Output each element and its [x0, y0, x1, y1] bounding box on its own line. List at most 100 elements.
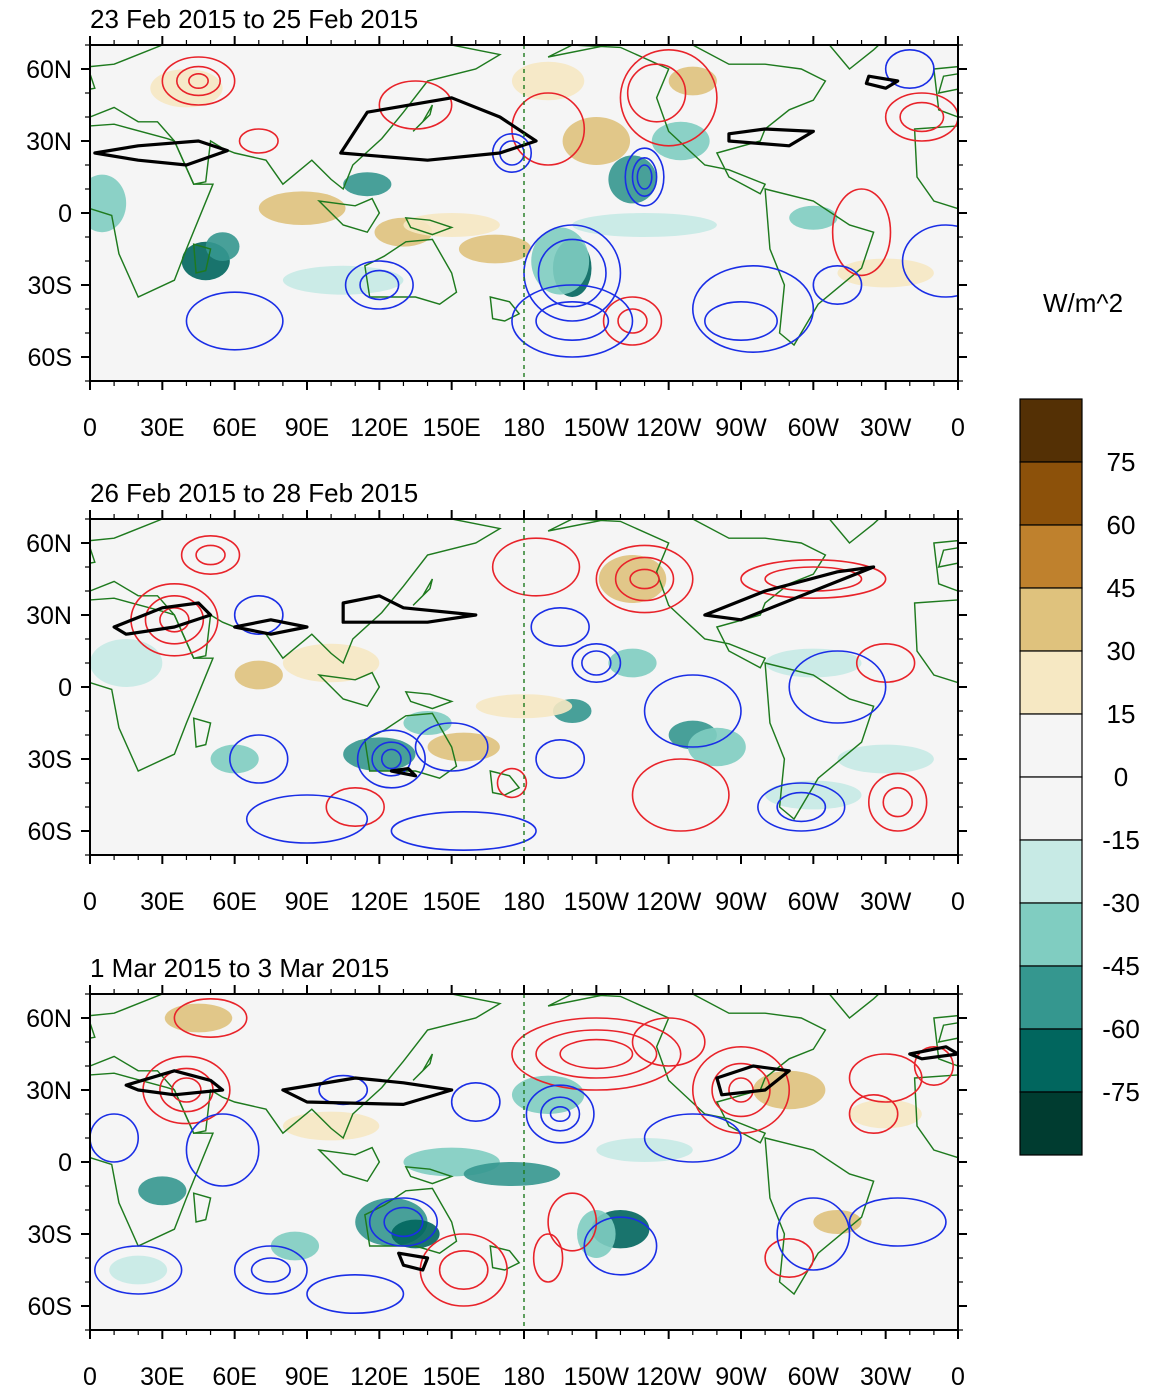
colorbar-swatch [1020, 399, 1082, 462]
x-tick-label: 0 [951, 888, 965, 916]
colorbar-labels: 75 60 45 30 15 0 -15 -30 -45 -60 -75 [1102, 447, 1140, 1107]
colorbar-swatch [1020, 840, 1082, 903]
x-tick-label: 90E [285, 414, 329, 442]
x-tick-label: 150E [422, 888, 480, 916]
anomaly-shade [765, 649, 861, 678]
anomaly-shade [283, 266, 404, 295]
colorbar-swatch [1020, 1092, 1082, 1155]
colorbar-swatch [1020, 777, 1082, 840]
y-tick-label: 0 [58, 674, 72, 702]
colorbar-label: 75 [1107, 447, 1136, 477]
colorbar-swatch [1020, 462, 1082, 525]
figure: W/m^2 75 60 45 30 15 0 -15 -30 -45 -60 -75 23 Feb … [0, 0, 1153, 1393]
x-tick-label: 30E [140, 888, 184, 916]
x-tick-label: 150W [564, 414, 630, 442]
x-tick-label: 90W [715, 414, 767, 442]
x-tick-label: 90E [285, 888, 329, 916]
colorbar-swatch [1020, 525, 1082, 588]
colorbar-label: 0 [1114, 762, 1128, 792]
y-tick-label: 30N [26, 128, 72, 156]
y-tick-label: 60S [28, 1293, 72, 1321]
x-tick-label: 90W [715, 1363, 767, 1391]
map-panel: 23 Feb 2015 to 25 Feb 20150 30E 60E 90E 120E… [26, 4, 1153, 442]
x-tick-label: 30E [140, 414, 184, 442]
x-tick-label: 0 [83, 414, 97, 442]
anomaly-shade [283, 1112, 379, 1141]
x-tick-label: 150E [422, 414, 480, 442]
anomaly-shade [259, 191, 346, 225]
x-tick-label: 90E [285, 1363, 329, 1391]
x-tick-label: 60E [212, 1363, 256, 1391]
x-tick-label: 0 [951, 1363, 965, 1391]
colorbar-swatch [1020, 651, 1082, 714]
colorbar-label: -75 [1102, 1077, 1140, 1107]
x-tick-label: 120E [350, 1363, 408, 1391]
x-tick-label: 120W [636, 1363, 702, 1391]
y-tick-label: 0 [58, 200, 72, 228]
colorbar-label: -45 [1102, 951, 1140, 981]
anomaly-shade [150, 69, 222, 107]
x-tick-label: 150E [422, 1363, 480, 1391]
y-tick-label: 30S [28, 746, 72, 774]
colorbar-label: -60 [1102, 1014, 1140, 1044]
anomaly-shade [464, 1162, 560, 1186]
x-tick-label: 30W [860, 1363, 912, 1391]
map-panel: 1 Mar 2015 to 3 Mar 2015 0 30E 60E 90E 120E 15… [26, 953, 1153, 1391]
colorbar-swatch [1020, 588, 1082, 651]
x-tick-label: 60E [212, 888, 256, 916]
anomaly-shade [572, 213, 717, 237]
x-tick-label: 0 [83, 1363, 97, 1391]
anomaly-shade [109, 1256, 167, 1285]
anomaly-shade [90, 639, 162, 687]
x-tick-label: 30W [860, 414, 912, 442]
anomaly-shade [138, 1176, 186, 1205]
x-tick-label: 180 [503, 1363, 545, 1391]
colorbar-swatch [1020, 714, 1082, 777]
anomaly-shade [563, 117, 631, 165]
anomaly-shade [850, 1100, 922, 1129]
y-tick-label: 60N [26, 56, 72, 84]
colorbar-label: 15 [1107, 699, 1136, 729]
colorbar-label: -15 [1102, 825, 1140, 855]
colorbar-label: 45 [1107, 573, 1136, 603]
colorbar-units: W/m^2 [1043, 288, 1123, 318]
anomaly-shade [512, 1076, 584, 1114]
y-tick-label: 60N [26, 530, 72, 558]
anomaly-shade [459, 235, 531, 264]
y-tick-label: 30S [28, 1221, 72, 1249]
colorbar: W/m^2 75 60 45 30 15 0 -15 -30 -45 -60 -75 [1020, 288, 1140, 1155]
anomaly-shade [428, 733, 500, 762]
x-tick-label: 0 [83, 888, 97, 916]
x-tick-label: 180 [503, 888, 545, 916]
panel-title: 26 Feb 2015 to 28 Feb 2015 [90, 478, 418, 508]
y-tick-label: 30N [26, 602, 72, 630]
x-tick-label: 0 [951, 414, 965, 442]
anomaly-shade [837, 745, 933, 774]
anomaly-shade [211, 745, 259, 774]
anomaly-shade [652, 122, 710, 160]
y-tick-label: 60S [28, 818, 72, 846]
anomaly-shade [789, 206, 837, 230]
panel-title: 1 Mar 2015 to 3 Mar 2015 [90, 953, 389, 983]
anomaly-shade [608, 649, 656, 678]
anomaly-shade [235, 661, 283, 690]
anomaly-shade [813, 1210, 861, 1234]
anomaly-shade [599, 555, 667, 603]
x-tick-label: 30E [140, 1363, 184, 1391]
x-tick-label: 60W [788, 414, 840, 442]
x-tick-label: 60E [212, 414, 256, 442]
colorbar-label: -30 [1102, 888, 1140, 918]
colorbar-swatch [1020, 1029, 1082, 1092]
y-tick-label: 60N [26, 1005, 72, 1033]
y-tick-label: 0 [58, 1149, 72, 1177]
y-tick-label: 30S [28, 272, 72, 300]
anomaly-shade [403, 213, 499, 237]
panel-title: 23 Feb 2015 to 25 Feb 2015 [90, 4, 418, 34]
colorbar-swatches [1020, 399, 1082, 1155]
anomaly-shade [78, 175, 126, 233]
colorbar-label: 30 [1107, 636, 1136, 666]
colorbar-label: 60 [1107, 510, 1136, 540]
x-tick-label: 120E [350, 888, 408, 916]
y-tick-label: 30N [26, 1077, 72, 1105]
map-panel: 26 Feb 2015 to 28 Feb 2015 0 30E 60E 90E 120E… [26, 478, 1153, 916]
